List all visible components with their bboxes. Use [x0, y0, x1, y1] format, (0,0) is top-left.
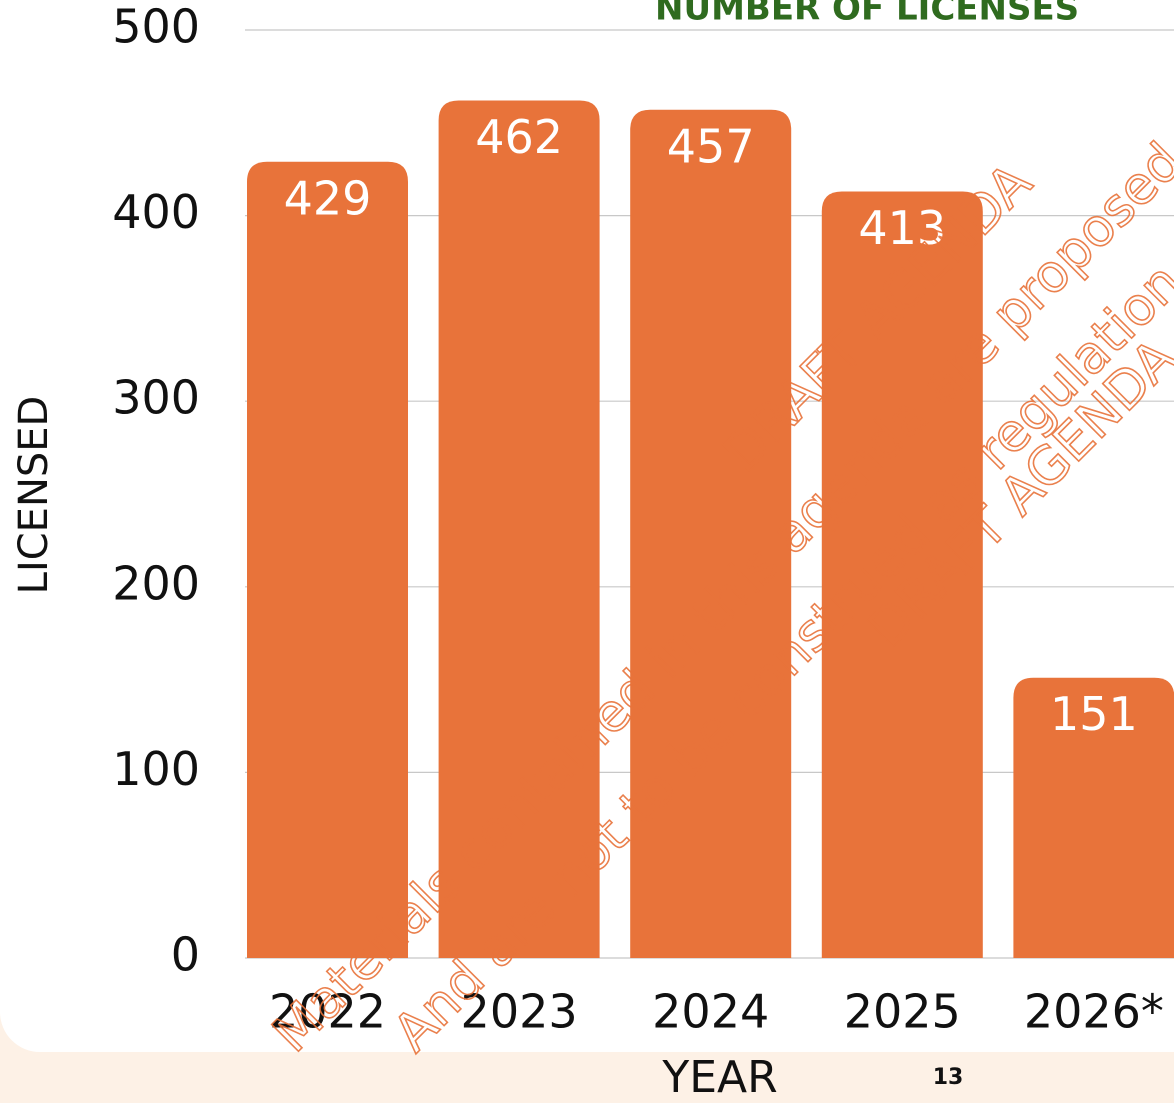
y-tick-label: 100 [112, 742, 200, 796]
y-tick-label: 300 [112, 371, 200, 425]
x-tick-label: 2023 [461, 985, 578, 1039]
x-axis-label: YEAR [661, 1052, 777, 1103]
y-tick-label: 500 [112, 0, 200, 54]
x-tick-label: 2024 [652, 985, 769, 1039]
bar [821, 191, 983, 959]
y-tick-label: 200 [112, 556, 200, 610]
y-tick-label: 400 [112, 185, 200, 239]
data-label: 462 [475, 110, 563, 164]
y-axis-label: LICENSED [11, 396, 57, 595]
y-tick-label: 0 [171, 928, 200, 982]
bar [438, 100, 600, 958]
data-label: 413 [858, 201, 946, 255]
x-tick-label: 2026* [1024, 985, 1164, 1039]
plot-area: 0 100 200 300 400 500 429 2022 462 2023 457 2024 413… [112, 0, 1174, 1039]
bar [247, 161, 408, 958]
x-tick-label: 2022 [269, 985, 386, 1039]
chart-title: NUMBER OF LICENSES [655, 0, 1079, 29]
bar [630, 109, 792, 959]
bar [1013, 677, 1174, 958]
data-label: 151 [1050, 687, 1138, 741]
page-number: 13 [933, 1065, 964, 1090]
x-tick-label: 2025 [844, 985, 961, 1039]
data-label: 429 [284, 171, 372, 225]
data-label: 457 [667, 119, 755, 173]
